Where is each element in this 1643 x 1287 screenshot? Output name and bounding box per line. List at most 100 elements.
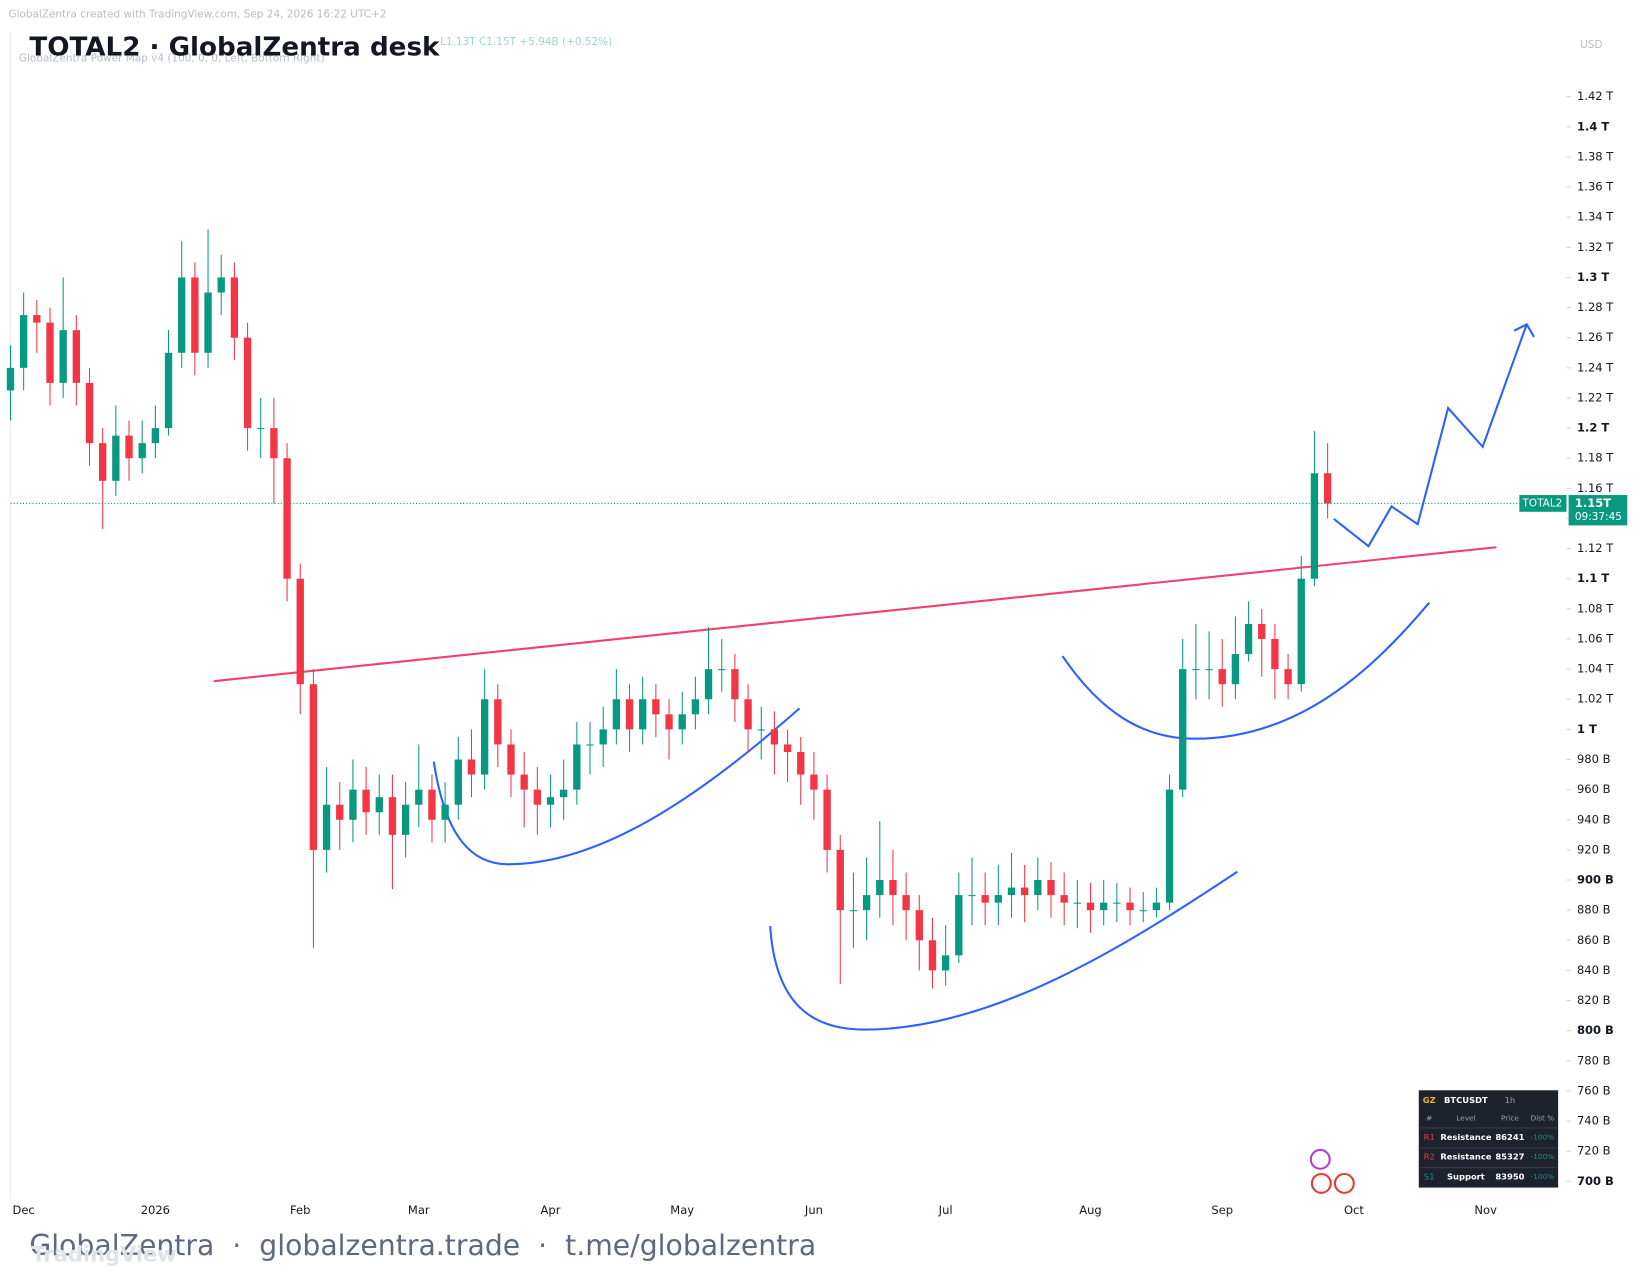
y-tick-label: 1.42 T (1577, 89, 1614, 103)
cell: R1 (1424, 1132, 1435, 1142)
icon (1333, 1172, 1355, 1194)
candle-body (625, 699, 634, 730)
candle-body (915, 910, 923, 941)
candle-body (1100, 902, 1108, 911)
candle-body (1179, 669, 1187, 790)
price-tag: 1.15T (1575, 496, 1611, 510)
candle-body (744, 699, 752, 730)
candle-body (1310, 473, 1319, 579)
candle-body (968, 895, 976, 897)
candle-body (639, 699, 647, 730)
candle-body (731, 669, 739, 700)
cell: Resistance (1440, 1152, 1492, 1162)
table-bg (1418, 1090, 1559, 1188)
y-tick-label: 1.3 T (1577, 270, 1609, 284)
candle-body (862, 895, 871, 911)
candle-body (757, 729, 765, 731)
y-tick-label: 1.22 T (1577, 390, 1614, 404)
candle-body (151, 428, 160, 444)
currency: USD (1580, 39, 1602, 51)
y-tick-label: 1.28 T (1577, 300, 1614, 314)
candle-body (1192, 669, 1200, 671)
candle-body (138, 443, 146, 459)
candle-body (586, 744, 594, 746)
candle-body (125, 435, 133, 459)
trendline (213, 546, 1497, 683)
x-tick-label: Oct (1344, 1203, 1364, 1217)
candle-body (1007, 887, 1016, 896)
candle-body (1126, 902, 1134, 911)
candle-body (1323, 473, 1332, 504)
cell: R2 (1424, 1152, 1435, 1162)
symbol-tag: TOTAL2 (1521, 497, 1562, 509)
chart-title: TOTAL2 · GlobalZentra desk (29, 33, 440, 63)
y-tick-label: 920 B (1577, 842, 1611, 856)
candle-body (204, 292, 212, 353)
candle-body (296, 578, 304, 685)
candle-body (704, 669, 713, 700)
y-tick-label: 880 B (1577, 903, 1611, 917)
y-tick-label: 1.06 T (1577, 632, 1614, 646)
y-tick-label: 760 B (1577, 1083, 1611, 1097)
y-tick-label: 1.08 T (1577, 601, 1614, 615)
candle-body (217, 277, 225, 293)
candle-body (1244, 623, 1253, 655)
ohlc-readout: L1.13T C1.15T +5.94B (+0.52%) (440, 36, 612, 48)
candle-body (388, 797, 397, 835)
y-tick-label: 720 B (1577, 1144, 1611, 1158)
candle-body (1152, 902, 1161, 911)
candle-body (85, 382, 94, 444)
indicator-name: GlobalZentra Power Map v4 (100, 0, 0, Le… (19, 53, 325, 65)
y-tick-label: 1.38 T (1577, 149, 1614, 163)
candle-body (401, 804, 410, 835)
candle-body (718, 669, 726, 671)
y-tick-label: 1.02 T (1577, 692, 1614, 706)
candle-body (981, 895, 989, 903)
candle-body (783, 744, 792, 752)
candle-body (283, 458, 291, 579)
candle-body (191, 277, 199, 353)
candle-body (322, 804, 331, 850)
cell: Resistance (1440, 1132, 1492, 1142)
y-tick-label: 1 T (1577, 722, 1597, 736)
candle-body (480, 699, 489, 775)
candle-body (1231, 654, 1240, 685)
candle-body (1020, 887, 1029, 896)
y-tick-label: 1.2 T (1577, 421, 1609, 435)
candle-body (257, 428, 265, 430)
cell: S1 (1424, 1172, 1435, 1182)
candle-body (770, 729, 779, 745)
y-tick-label: 1.1 T (1577, 571, 1609, 585)
candle-body (560, 789, 568, 798)
y-tick-label: 940 B (1577, 812, 1611, 826)
y-tick-label: 980 B (1577, 752, 1611, 766)
x-tick-label: Feb (290, 1203, 310, 1217)
x-tick-label: Mar (408, 1203, 430, 1217)
y-tick-label: 800 B (1577, 1023, 1614, 1037)
candle-body (19, 315, 28, 368)
cell: -100% (1531, 1132, 1555, 1141)
candle-body (1258, 623, 1266, 639)
candle-body (112, 435, 120, 481)
icon (1309, 1148, 1331, 1170)
candle-body (178, 277, 186, 353)
candle-body (1113, 902, 1121, 904)
cell: GZ (1423, 1095, 1436, 1105)
candle-body (533, 789, 541, 805)
candle-body (46, 322, 54, 383)
cell: 1h (1505, 1095, 1516, 1105)
cell: Price (1501, 1114, 1519, 1123)
candle-body (33, 315, 41, 323)
projection-arrow (1333, 324, 1528, 548)
candle-body (1034, 880, 1042, 896)
price-tag-bg (1568, 495, 1628, 526)
candle-body (1271, 638, 1279, 670)
candle-body (270, 428, 278, 459)
candle-body (1165, 789, 1174, 903)
candle-body (902, 895, 910, 911)
y-tick-label: 1.24 T (1577, 360, 1614, 374)
x-tick-label: Jun (804, 1203, 823, 1217)
countdown: 09:37:45 (1575, 511, 1622, 523)
candle-body (691, 699, 700, 715)
